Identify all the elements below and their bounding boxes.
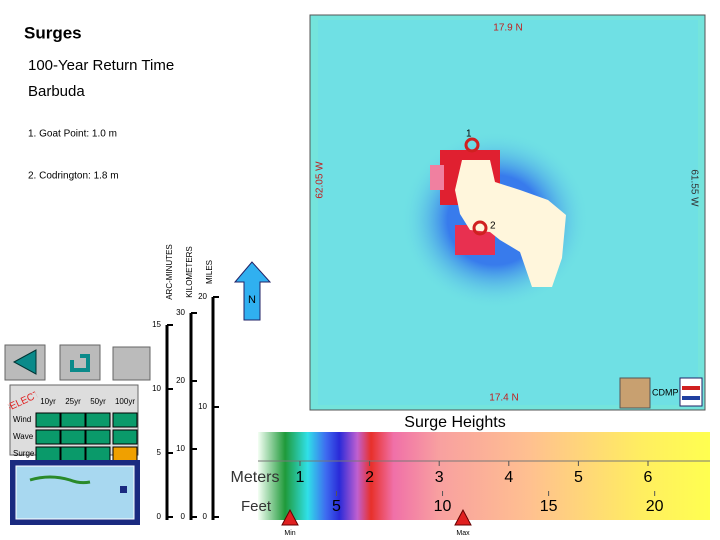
feet-tick-label: 20 bbox=[646, 498, 664, 515]
min-label: Min bbox=[284, 530, 295, 537]
scale-tick-label: 15 bbox=[152, 320, 161, 329]
minimap bbox=[15, 465, 135, 520]
back-button[interactable] bbox=[4, 344, 46, 381]
minimap-marker bbox=[120, 486, 127, 493]
lon-label: 61.55 W bbox=[688, 169, 699, 207]
flag-stripe bbox=[682, 386, 700, 390]
location: Barbuda bbox=[28, 83, 85, 100]
scale-tick-label: 20 bbox=[198, 292, 207, 301]
surge-zone bbox=[430, 165, 444, 190]
selector-cell[interactable] bbox=[85, 412, 111, 428]
back-icon bbox=[12, 349, 37, 375]
legend: Surge Heights Meters Feet Min Max 1 2 3 4 5 6… bbox=[231, 414, 710, 537]
lat-label: 17.4 N bbox=[489, 393, 518, 404]
seal bbox=[619, 377, 651, 409]
marker-label: 1 bbox=[466, 129, 472, 140]
north-arrow bbox=[233, 261, 272, 321]
scale-tick-label: 30 bbox=[176, 308, 185, 317]
feet-label: Feet bbox=[241, 498, 272, 515]
selector-cell[interactable] bbox=[85, 446, 111, 462]
return-button[interactable] bbox=[59, 344, 101, 381]
period-label: 25yr bbox=[65, 397, 81, 406]
subtitle: 100-Year Return Time bbox=[28, 57, 174, 74]
point-1: 1. Goat Point: 1.0 m bbox=[28, 129, 117, 140]
legend-title: Surge Heights bbox=[404, 414, 505, 431]
period-label: 100yr bbox=[115, 397, 135, 406]
flag bbox=[679, 377, 703, 407]
selector-cell[interactable] bbox=[60, 429, 86, 445]
period-label: 50yr bbox=[90, 397, 106, 406]
title: Surges bbox=[24, 23, 82, 42]
map: 1 2 17.9 N 17.4 N 62.05 W 61.55 W CDMP bbox=[309, 14, 706, 411]
meter-tick-label: 1 bbox=[296, 469, 305, 486]
feet-tick-label: 10 bbox=[434, 498, 452, 515]
scale-tick-label: 20 bbox=[176, 376, 185, 385]
logo: CDMP bbox=[652, 387, 679, 397]
max-marker bbox=[454, 508, 472, 526]
scale-bar: ARC-MINUTES 15 10 5 0 KILOMETERS 30 20 10 0 MILES 2… bbox=[152, 244, 219, 521]
selector-cell[interactable] bbox=[35, 429, 61, 445]
selector-cell[interactable] bbox=[112, 446, 138, 462]
hazard-label: Surge bbox=[13, 449, 35, 458]
marker bbox=[464, 137, 480, 153]
feet-tick-label: 15 bbox=[540, 498, 558, 515]
meter-tick-label: 2 bbox=[365, 469, 374, 486]
meters-label: Meters bbox=[231, 469, 280, 486]
scale-header: MILES bbox=[205, 260, 214, 284]
meter-tick-label: 4 bbox=[504, 469, 513, 486]
marker bbox=[472, 220, 488, 236]
scale-tick-label: 0 bbox=[181, 512, 186, 521]
scale-header: KILOMETERS bbox=[185, 246, 194, 298]
meter-tick-label: 6 bbox=[644, 469, 653, 486]
selector-cell[interactable] bbox=[60, 412, 86, 428]
scale-tick-label: 0 bbox=[157, 512, 162, 521]
hazard-label: Wind bbox=[13, 415, 31, 424]
flag-stripe bbox=[682, 396, 700, 400]
minimap-island bbox=[29, 475, 91, 485]
scale-header: ARC-MINUTES bbox=[165, 244, 174, 300]
blank-button[interactable] bbox=[112, 346, 151, 381]
island bbox=[455, 160, 566, 287]
scale-tick-label: 10 bbox=[198, 402, 207, 411]
selector-cell[interactable] bbox=[112, 412, 138, 428]
lat-label: 17.9 N bbox=[493, 23, 522, 34]
meter-tick-label: 5 bbox=[574, 469, 583, 486]
scale-tick-label: 0 bbox=[203, 512, 208, 521]
selector-cell[interactable] bbox=[85, 429, 111, 445]
feet-tick-label: 5 bbox=[332, 498, 341, 515]
selector-cell[interactable] bbox=[60, 446, 86, 462]
point-2: 2. Codrington: 1.8 m bbox=[28, 171, 119, 182]
selector-cell[interactable] bbox=[35, 412, 61, 428]
scale-tick-label: 5 bbox=[157, 448, 162, 457]
max-label: Max bbox=[456, 530, 470, 537]
scale-tick-label: 10 bbox=[152, 384, 161, 393]
min-marker bbox=[281, 508, 299, 526]
hazard-label: Wave bbox=[13, 432, 34, 441]
north-label: N bbox=[248, 294, 256, 306]
selector-cell[interactable] bbox=[35, 446, 61, 462]
scale-tick-label: 10 bbox=[176, 444, 185, 453]
selector-cell[interactable] bbox=[112, 429, 138, 445]
return-icon bbox=[70, 354, 90, 372]
lon-label: 62.05 W bbox=[315, 161, 326, 199]
marker-label: 2 bbox=[490, 221, 496, 232]
color-bar bbox=[258, 432, 710, 520]
meter-tick-label: 3 bbox=[435, 469, 444, 486]
period-label: 10yr bbox=[40, 397, 56, 406]
